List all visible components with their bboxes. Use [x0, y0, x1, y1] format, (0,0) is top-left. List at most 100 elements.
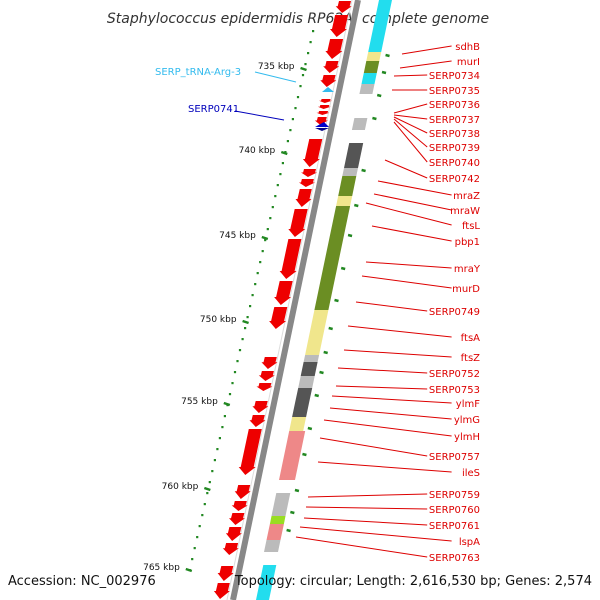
gene-arrow-icon[interactable]	[249, 415, 266, 427]
gene-arrow-icon[interactable]	[299, 179, 315, 187]
gene-label-murd[interactable]: murD	[361, 275, 480, 295]
gene-arrow-icon[interactable]	[217, 566, 234, 581]
gene-label-serp0735[interactable]: SERP0735	[392, 86, 480, 97]
gene-label-serp0737[interactable]: SERP0737	[393, 114, 480, 126]
gene-arrow-icon[interactable]	[234, 485, 251, 499]
gene-leader-line	[303, 517, 428, 526]
trna-label[interactable]: SERP_tRNA-Arg-3	[155, 67, 241, 78]
serp0741-label[interactable]: SERP0741	[188, 104, 239, 115]
feature-bar	[303, 355, 320, 362]
gene-leader-line	[337, 367, 428, 374]
scale-dot	[236, 360, 239, 363]
feature-bar	[305, 310, 329, 355]
gene-arrow-icon[interactable]	[319, 99, 332, 103]
gene-arrow-icon[interactable]	[229, 513, 245, 525]
gene-arrow-icon[interactable]	[323, 61, 340, 73]
kbp-tick-mark	[261, 235, 269, 241]
gene-arrow-icon[interactable]	[317, 105, 331, 109]
scale-dot	[274, 195, 277, 198]
gene-label-serp0740[interactable]: SERP0740	[393, 121, 480, 169]
feature-tick	[376, 93, 382, 98]
gene-label-muri[interactable]: murI	[399, 57, 480, 69]
feature-tick	[323, 350, 328, 355]
gene-label-ylmh[interactable]: ylmH	[323, 419, 480, 443]
gene-arrow-icon[interactable]	[225, 527, 242, 541]
gene-label-serp0757[interactable]: SERP0757	[319, 437, 480, 463]
scale-dot	[206, 492, 209, 495]
scale-dot	[196, 536, 199, 539]
gene-arrow-icon[interactable]	[314, 117, 328, 125]
gene-label-serp0738[interactable]: SERP0738	[393, 116, 480, 140]
kbp-tick-mark	[203, 486, 211, 492]
gene-label-serp0734[interactable]: SERP0734	[393, 71, 480, 82]
backbone-edge	[226, 0, 353, 600]
gene-label-ylmg[interactable]: ylmG	[329, 407, 480, 426]
gene-arrow-icon[interactable]	[279, 239, 302, 279]
gene-label-lspa[interactable]: lspA	[299, 526, 480, 548]
feature-tick	[340, 266, 346, 271]
gene-arrows	[213, 1, 352, 599]
gene-arrow-icon[interactable]	[330, 15, 349, 37]
scale-dot	[216, 448, 219, 451]
gene-label-ftsz[interactable]: ftsZ	[343, 349, 480, 364]
scale-dot	[296, 96, 300, 99]
gene-leader-line	[393, 118, 428, 148]
gene-label-sdhb[interactable]: sdhB	[401, 42, 480, 55]
gene-label-ftsa[interactable]: ftsA	[347, 325, 480, 344]
scale-dot	[218, 437, 221, 440]
gene-leader-line	[365, 261, 452, 269]
kbp-tick: 755 kbp	[181, 397, 231, 407]
kbp-tick-mark	[242, 319, 249, 325]
gene-label-text: SERP0761	[429, 521, 480, 532]
gene-arrow-icon[interactable]	[302, 139, 323, 167]
gene-label-text: SERP0738	[429, 129, 480, 140]
gene-label-serp0736[interactable]: SERP0736	[393, 100, 480, 114]
gene-label-serp0763[interactable]: SERP0763	[295, 536, 480, 564]
gene-label-iles[interactable]: ileS	[317, 461, 480, 479]
gene-arrow-icon[interactable]	[274, 281, 293, 305]
gene-label-mray[interactable]: mraY	[365, 261, 481, 275]
gene-label-serp0753[interactable]: SERP0753	[335, 385, 480, 396]
gene-arrow-icon[interactable]	[288, 209, 308, 237]
gene-arrow-icon[interactable]	[316, 111, 330, 115]
gene-arrow-icon[interactable]	[320, 75, 337, 87]
gene-label-mraw[interactable]: mraW	[373, 193, 480, 217]
gene-arrow-icon[interactable]	[252, 401, 269, 413]
feature-bar	[266, 524, 284, 540]
scale-dot	[309, 41, 312, 44]
feature-bar	[264, 540, 281, 552]
gene-arrow-icon[interactable]	[301, 169, 318, 177]
gene-arrow-icon[interactable]	[222, 543, 239, 555]
kbp-label: 740 kbp	[239, 146, 276, 156]
gene-label-pbp1[interactable]: pbp1	[371, 225, 480, 248]
gene-arrow-icon[interactable]	[231, 501, 248, 511]
gene-arrow-icon[interactable]	[258, 371, 275, 381]
gene-label-serp0761[interactable]: SERP0761	[303, 517, 480, 532]
feature-bar	[366, 52, 382, 61]
feature-bar	[359, 84, 375, 94]
gene-label-text: SERP0737	[429, 115, 480, 126]
gene-label-serp0739[interactable]: SERP0739	[393, 118, 480, 154]
gene-label-serp0742[interactable]: SERP0742	[384, 159, 480, 185]
gene-leader-line	[377, 180, 452, 196]
gene-arrow-icon[interactable]	[335, 1, 352, 13]
gene-label-ftsl[interactable]: ftsL	[365, 202, 480, 232]
gene-label-serp0760[interactable]: SERP0760	[305, 505, 480, 516]
gene-label-ylmf[interactable]: ylmF	[331, 395, 480, 410]
gene-leader-line	[399, 60, 452, 69]
gene-arrow-icon[interactable]	[269, 307, 288, 329]
gene-label-mraz[interactable]: mraZ	[377, 180, 480, 202]
gene-label-serp0752[interactable]: SERP0752	[337, 367, 480, 380]
gene-arrow-icon[interactable]	[238, 429, 262, 475]
feature-bar	[363, 61, 380, 73]
gene-arrow-icon[interactable]	[325, 39, 344, 59]
gene-arrow-icon[interactable]	[261, 357, 278, 369]
kbp-tick: 765 kbp	[143, 563, 193, 573]
gene-leader-line	[331, 395, 452, 404]
gene-arrow-icon[interactable]	[295, 189, 312, 207]
gene-label-serp0749[interactable]: SERP0749	[355, 301, 480, 318]
gene-label-serp0759[interactable]: SERP0759	[307, 490, 480, 501]
gene-arrow-icon[interactable]	[256, 383, 273, 391]
scale-dot	[291, 118, 294, 121]
gene-arrow-icon[interactable]	[213, 583, 230, 599]
